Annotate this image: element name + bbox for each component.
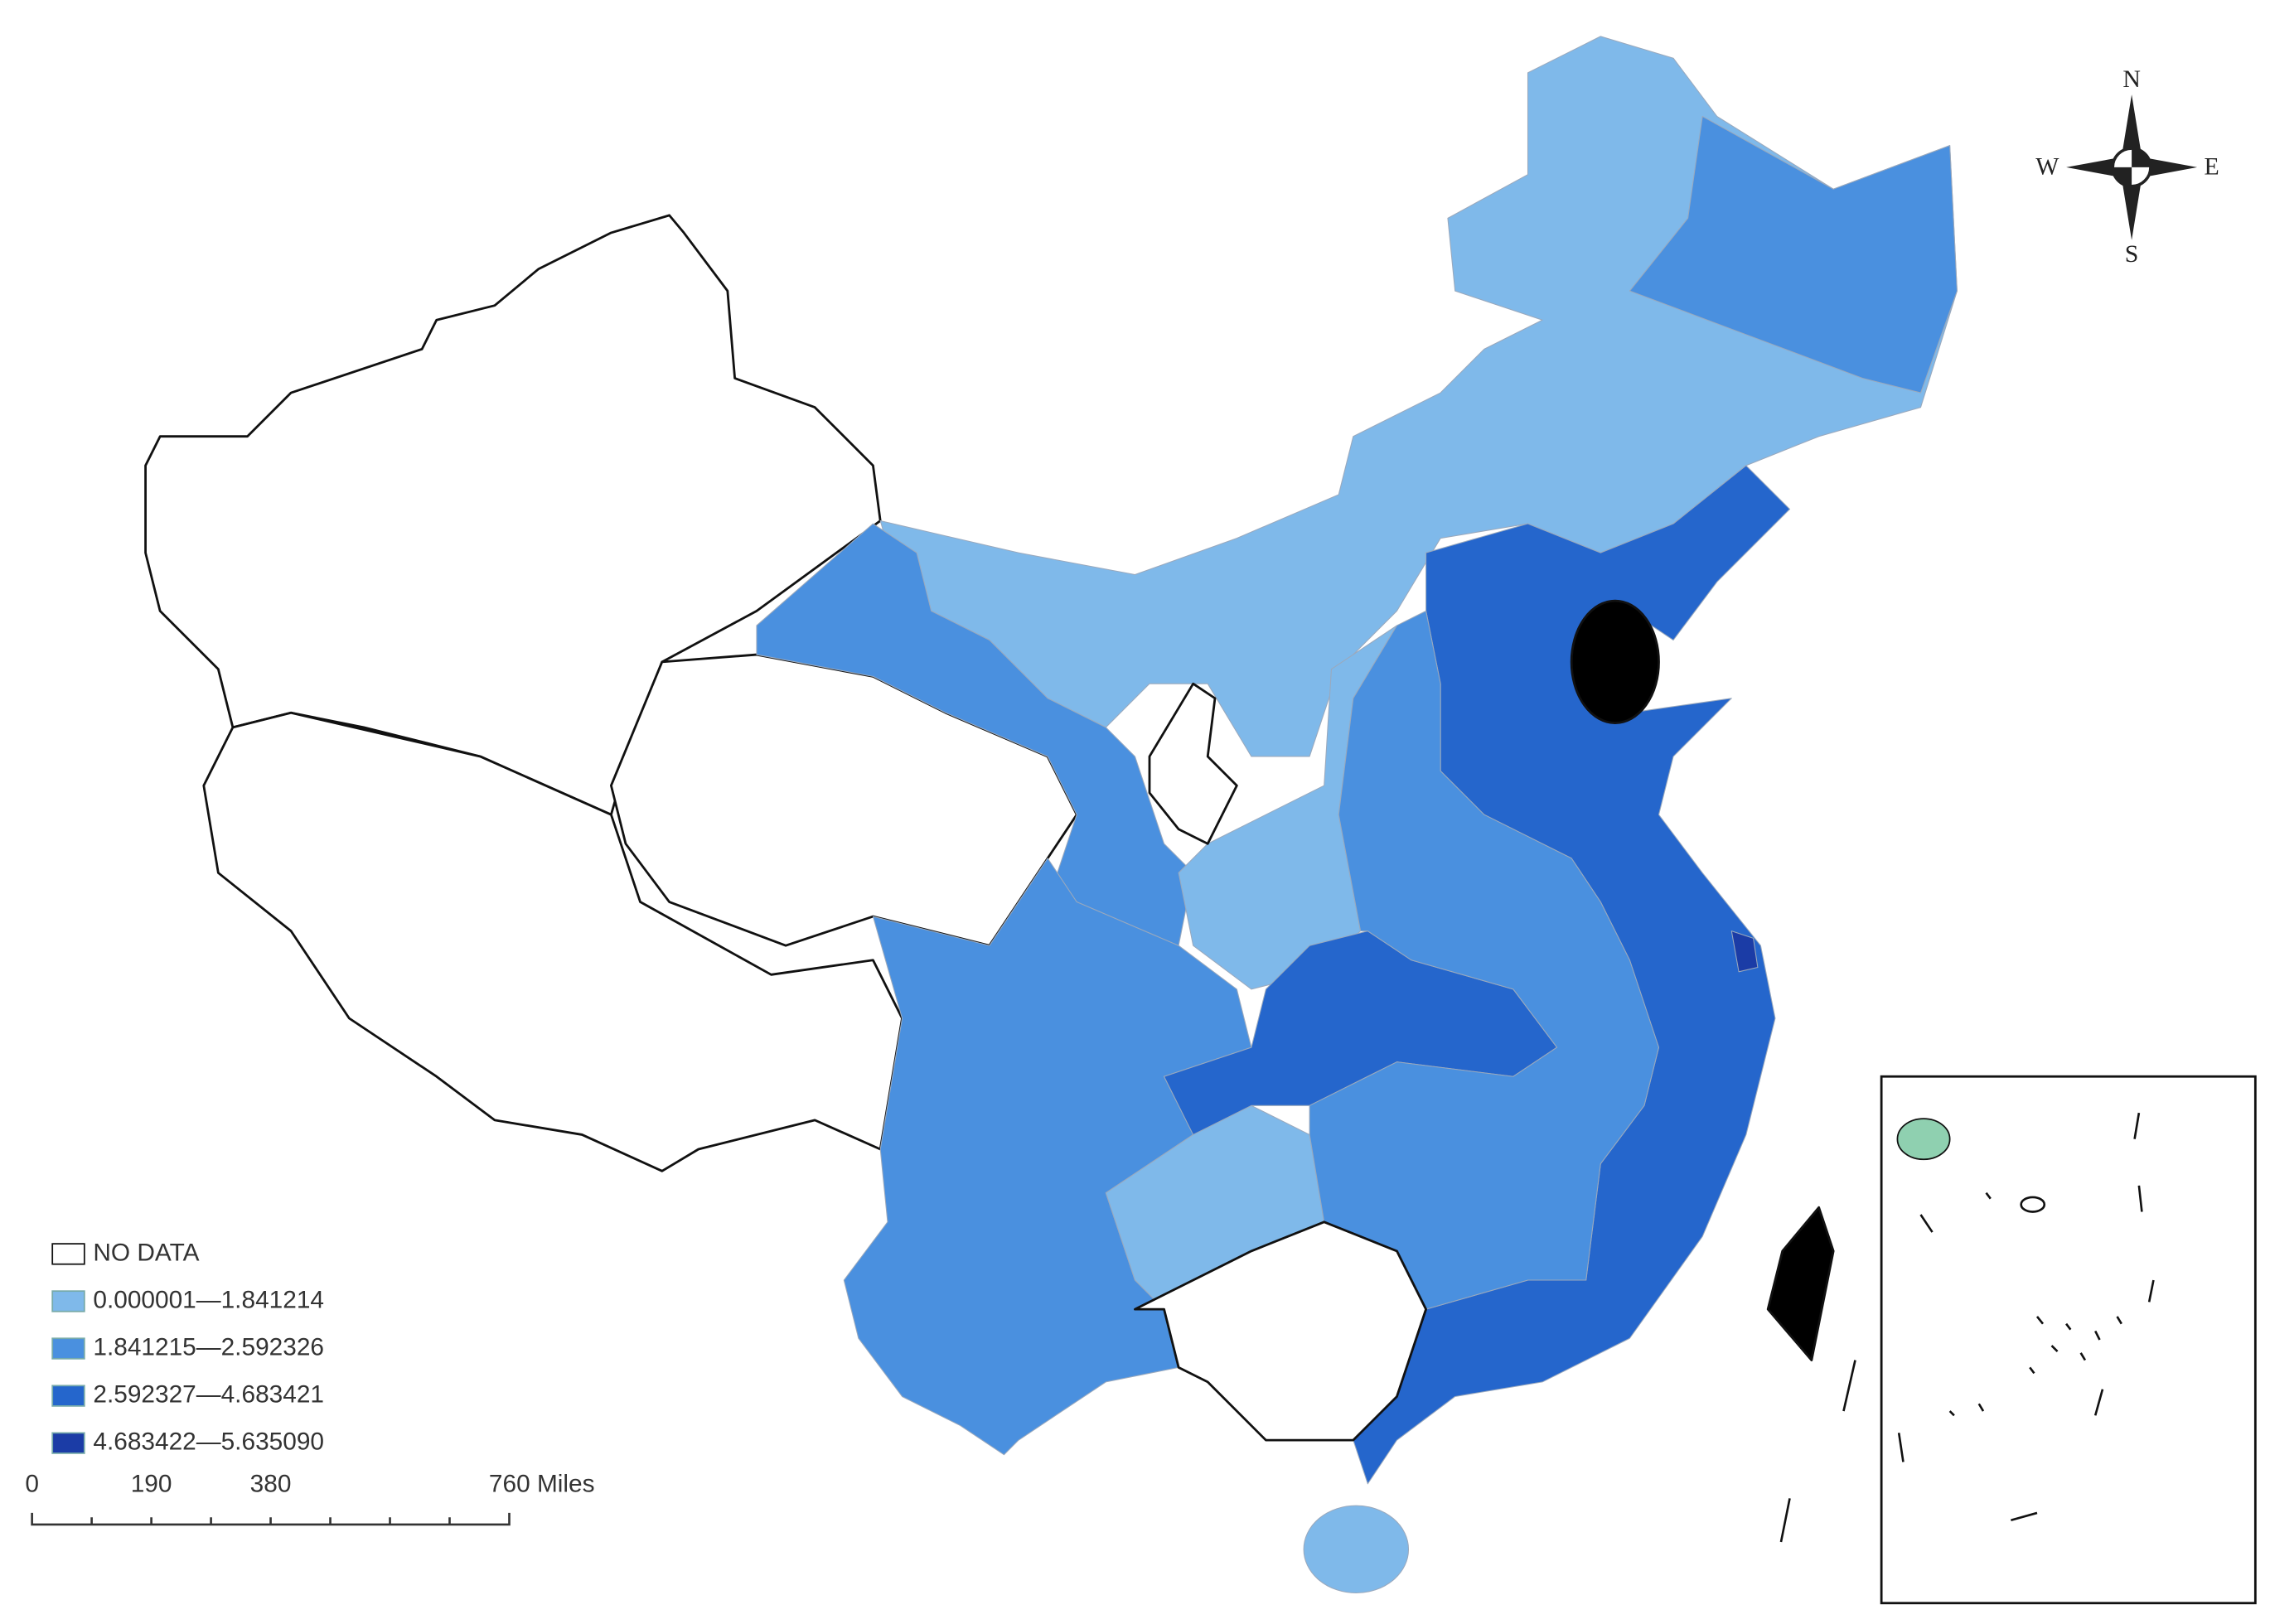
region-ningxia bbox=[1148, 682, 1238, 845]
legend: NO DATA 0.000001—1.841214 1.841215—2.59232… bbox=[51, 1239, 324, 1456]
dash-line bbox=[1779, 1360, 1856, 1543]
region-northeast bbox=[1629, 115, 1958, 394]
inset-frame bbox=[1880, 1075, 2257, 1605]
compass-west: W bbox=[2035, 153, 2059, 181]
region-guangxi bbox=[1134, 1220, 1427, 1442]
legend-swatch bbox=[51, 1432, 85, 1454]
inset-island bbox=[1896, 1118, 1951, 1161]
scale-label: 0 bbox=[25, 1470, 39, 1497]
legend-label: 0.000001—1.841214 bbox=[93, 1286, 324, 1313]
legend-swatch bbox=[51, 1290, 85, 1312]
region-hainan bbox=[1303, 1505, 1410, 1594]
region-shanghai bbox=[1730, 930, 1759, 973]
legend-label: 1.841215—2.592326 bbox=[93, 1333, 324, 1361]
region-middle bbox=[1309, 610, 1660, 1310]
compass-east: E bbox=[2205, 153, 2219, 181]
legend-label: NO DATA bbox=[93, 1239, 199, 1266]
inset-islands bbox=[1897, 1112, 2155, 1521]
taiwan bbox=[1766, 1206, 1835, 1361]
legend-swatch bbox=[51, 1385, 85, 1407]
map-body: N E S W NO DATA 0.000001—1.841214 1.841215… bbox=[25, 36, 2257, 1605]
bohai-sea bbox=[1570, 599, 1660, 724]
scale-label: 760 Miles bbox=[489, 1470, 595, 1497]
region-tibet bbox=[202, 711, 903, 1172]
compass-south: S bbox=[2125, 240, 2139, 268]
scale-bar: 0 190 380 760 Miles bbox=[25, 1470, 595, 1526]
legend-label: 2.592327—4.683421 bbox=[93, 1380, 324, 1408]
legend-swatch bbox=[51, 1337, 85, 1360]
legend-label: 4.683422—5.635090 bbox=[93, 1428, 324, 1456]
legend-swatch bbox=[51, 1243, 85, 1265]
compass: N E S W bbox=[2035, 65, 2219, 268]
compass-north: N bbox=[2122, 65, 2141, 93]
scale-label: 190 bbox=[131, 1470, 172, 1497]
scale-label: 380 bbox=[250, 1470, 292, 1497]
